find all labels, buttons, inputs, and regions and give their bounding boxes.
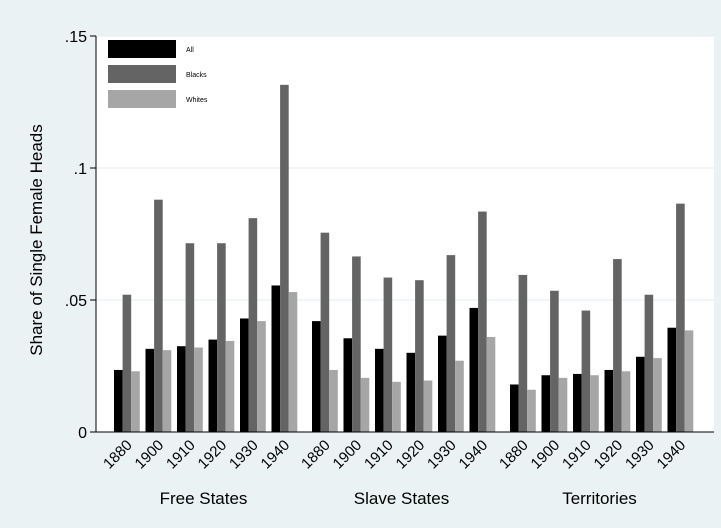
bar-blacks: [446, 255, 456, 432]
legend: All Blacks Whites: [108, 40, 208, 108]
gridlines: [96, 35, 714, 301]
y-tick-label: .1: [74, 161, 87, 178]
bar-blacks: [122, 294, 132, 432]
y-tick-label: .05: [65, 293, 87, 310]
bar-blacks: [383, 277, 393, 432]
bar-blacks: [581, 310, 591, 432]
bar-all: [438, 335, 447, 432]
group-label: Territories: [562, 489, 637, 508]
legend-label: Whites: [186, 97, 208, 104]
legend-swatch-blacks: [108, 65, 176, 83]
bar-blacks: [478, 211, 487, 432]
y-axis-ticks: 0 .05 .1 .15: [65, 29, 96, 442]
bar-blacks: [676, 203, 685, 432]
bar-all: [312, 321, 321, 432]
bar-whites: [527, 389, 536, 432]
group-label: Slave States: [354, 489, 449, 508]
bar-whites: [288, 292, 298, 432]
bar-whites: [590, 375, 599, 432]
bar-blacks: [415, 280, 424, 432]
bar-blacks: [613, 259, 622, 432]
bar-whites: [225, 340, 235, 432]
y-axis-label: Share of Single Female Heads: [27, 124, 46, 356]
bar-blacks: [550, 290, 559, 432]
bar-all: [145, 348, 155, 432]
bars: [114, 84, 694, 432]
bar-blacks: [320, 232, 330, 432]
bar-whites: [486, 336, 496, 432]
bar-blacks: [154, 199, 163, 432]
bar-whites: [455, 360, 464, 432]
bar-blacks: [518, 274, 528, 432]
bar-whites: [392, 381, 401, 432]
bar-whites: [684, 330, 694, 432]
bar-blacks: [185, 243, 195, 432]
group-labels: Free States Slave States Territories: [160, 489, 637, 508]
bar-blacks: [644, 294, 654, 432]
bar-blacks: [280, 84, 289, 432]
bar-all: [177, 346, 186, 432]
bar-all: [375, 348, 384, 432]
bar-all: [469, 307, 479, 432]
bar-whites: [360, 377, 370, 432]
legend-swatch-whites: [108, 90, 176, 108]
bar-all: [541, 375, 551, 432]
bar-all: [114, 369, 123, 432]
legend-swatch-all: [108, 40, 176, 58]
bar-blacks: [352, 256, 361, 432]
y-tick-label: .15: [65, 29, 87, 46]
bar-whites: [653, 358, 662, 432]
bar-whites: [131, 371, 140, 432]
bar-all: [240, 318, 249, 432]
legend-label: Blacks: [186, 72, 207, 79]
legend-label: All: [186, 47, 194, 54]
bar-blacks: [248, 218, 258, 432]
bar-whites: [423, 380, 433, 432]
bar-whites: [162, 350, 172, 432]
y-tick-label: 0: [78, 425, 87, 442]
bar-all: [343, 338, 353, 432]
bar-all: [604, 369, 614, 432]
bar-all: [573, 373, 582, 432]
bar-whites: [329, 369, 338, 432]
bar-all: [667, 327, 677, 432]
group-label: Free States: [160, 489, 248, 508]
bar-all: [271, 285, 281, 432]
bar-whites: [621, 371, 631, 432]
bar-whites: [558, 377, 568, 432]
bar-whites: [257, 321, 266, 432]
bar-all: [636, 356, 645, 432]
bar-all: [208, 339, 218, 432]
bar-blacks: [217, 243, 226, 432]
bar-all: [510, 384, 519, 432]
bar-whites: [194, 347, 203, 432]
bar-all: [406, 352, 416, 432]
